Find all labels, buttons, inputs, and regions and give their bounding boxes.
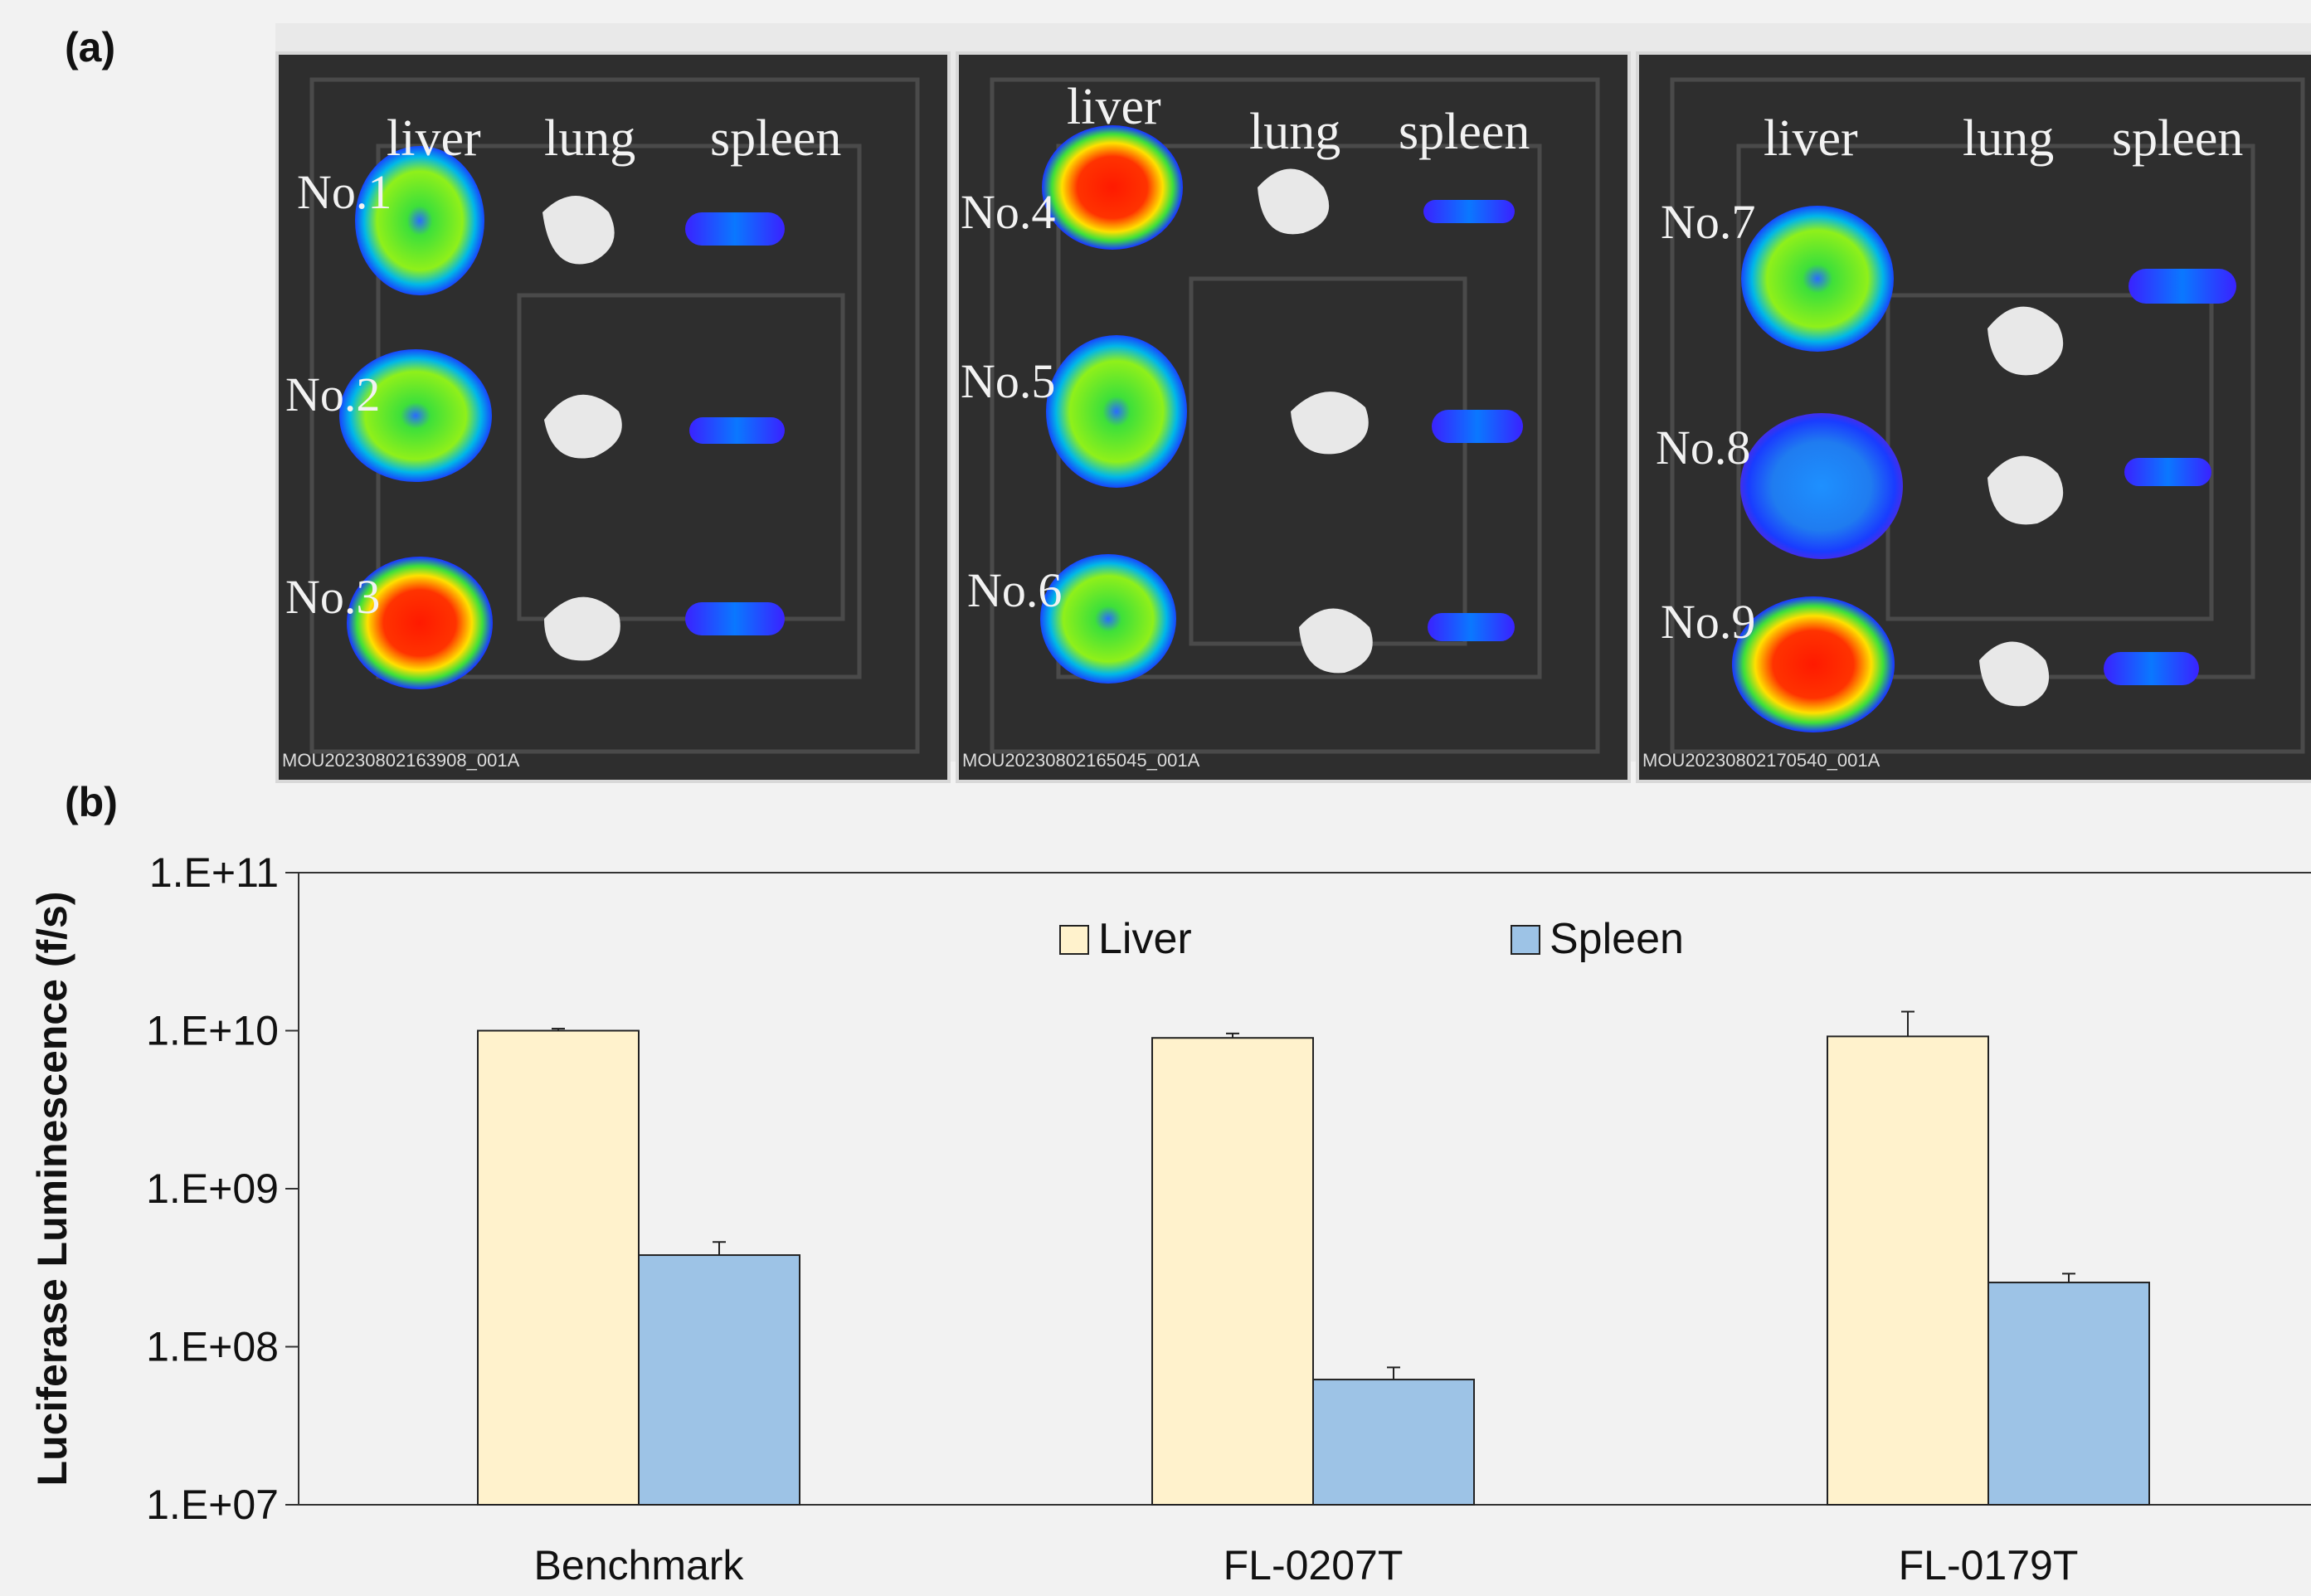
- organ-label-liver: liver: [1067, 79, 1161, 135]
- mouse-label: No.6: [967, 563, 1063, 617]
- x-tick-label: FL-0207T: [1224, 1542, 1404, 1589]
- image-id: MOU20230802170540_001A: [1642, 750, 1880, 771]
- panel-label-b: (b): [65, 779, 118, 825]
- image-id: MOU20230802165045_001A: [962, 750, 1200, 771]
- bar-chart: 1.E+07 1.E+08 1.E+09 1.E+10 1.E+11 Luciferase…: [29, 849, 2311, 1589]
- imaging-panel-1-organs: [309, 77, 920, 754]
- organ-label-spleen: spleen: [1399, 104, 1530, 160]
- mouse-label: No.2: [285, 367, 381, 421]
- image-id: MOU20230802163908_001A: [282, 750, 520, 771]
- mouse-label: No.3: [285, 570, 381, 624]
- imaging-panel-2: liver lung spleen No.4 No.5 No.6 MOU2023…: [956, 51, 1631, 783]
- legend-label-spleen: Spleen: [1550, 915, 1684, 963]
- y-tick-label: 1.E+09: [146, 1165, 279, 1212]
- bar-spleen: [1312, 1379, 1475, 1506]
- imaging-strip: liver lung spleen No.1 No.2 No.3 MOU2023…: [275, 23, 2311, 783]
- y-tick-label: 1.E+08: [146, 1324, 279, 1370]
- bar-liver: [1151, 1037, 1314, 1506]
- panel-label-a: (a): [65, 24, 116, 71]
- y-tick-label: 1.E+07: [146, 1482, 279, 1528]
- imaging-panel-2-organs: [990, 77, 1600, 754]
- bar-spleen: [1987, 1282, 2150, 1506]
- mouse-label: No.5: [961, 354, 1056, 408]
- y-axis-title: Luciferase Luminescence (f/s): [29, 892, 75, 1487]
- x-tick-label: Benchmark: [534, 1542, 745, 1589]
- imaging-panel-1: liver lung spleen No.1 No.2 No.3 MOU2023…: [275, 51, 951, 783]
- mouse-label: No.4: [961, 185, 1056, 239]
- imaging-panel-3: liver lung spleen No.7 No.8 No.9 MOU2023…: [1636, 51, 2311, 783]
- legend-label-liver: Liver: [1098, 915, 1192, 963]
- organ-label-liver: liver: [1764, 110, 1858, 167]
- y-tick-label: 1.E+10: [146, 1008, 279, 1054]
- mouse-label: No.8: [1656, 421, 1751, 474]
- imaging-panel-3-organs: [1670, 77, 2305, 754]
- organ-label-lung: lung: [1963, 110, 2055, 167]
- bar-spleen: [638, 1254, 800, 1506]
- organ-label-spleen: spleen: [710, 110, 842, 167]
- mouse-label: No.9: [1661, 595, 1756, 649]
- y-tick-label: 1.E+11: [149, 849, 279, 896]
- bar-liver: [1827, 1035, 1989, 1506]
- mouse-label: No.1: [297, 165, 392, 219]
- legend-swatch-spleen: [1511, 925, 1540, 955]
- bar-liver: [477, 1029, 640, 1506]
- legend-swatch-liver: [1059, 925, 1089, 955]
- organ-label-liver: liver: [387, 110, 481, 167]
- organ-label-spleen: spleen: [2112, 110, 2244, 167]
- mouse-label: No.7: [1661, 195, 1756, 249]
- x-tick-label: FL-0179T: [1899, 1542, 2079, 1589]
- organ-label-lung: lung: [544, 110, 636, 167]
- organ-label-lung: lung: [1249, 104, 1341, 160]
